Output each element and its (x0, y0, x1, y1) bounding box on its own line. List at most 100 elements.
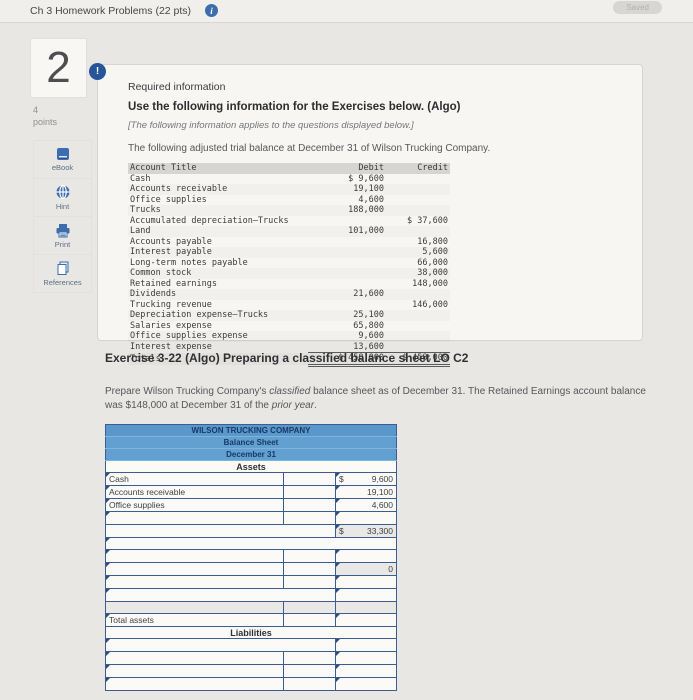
bs-middle-cell[interactable] (283, 575, 336, 589)
bs-middle-cell[interactable] (283, 511, 336, 525)
bs-amount-input-cell[interactable] (334, 588, 398, 602)
bs-amount-input-cell[interactable]: 19,100 (334, 485, 398, 499)
tb-cell-credit (386, 310, 450, 321)
bs-middle-cell[interactable] (283, 485, 336, 499)
tb-cell-account: Common stock (128, 268, 308, 279)
bs-wide-label-cell[interactable] (105, 588, 336, 602)
bs-middle-cell[interactable] (283, 498, 336, 512)
bs-amount-input-cell[interactable] (334, 664, 398, 678)
bs-middle-cell[interactable] (283, 613, 336, 627)
saved-button[interactable]: Saved (613, 1, 662, 14)
bs-amount-input-cell[interactable] (334, 549, 398, 563)
exercise-text-e: . (314, 400, 317, 411)
ebook-button[interactable]: eBook (34, 141, 91, 179)
bs-amount-input-cell[interactable]: $9,600 (334, 472, 398, 486)
bs-amount-input-cell[interactable] (334, 651, 398, 665)
required-info-note: [The following information applies to th… (128, 120, 414, 131)
bs-amount-value: 33,300 (367, 526, 394, 536)
bs-account-select-cell[interactable]: Total assets (105, 613, 284, 627)
bs-amount-input-cell[interactable]: 4,600 (334, 498, 398, 512)
trial-balance-row: Office supplies expense 9,600 (128, 331, 450, 342)
hint-button[interactable]: Hint (34, 179, 91, 217)
tb-cell-account: Accounts receivable (128, 184, 308, 195)
trial-balance-row: Accounts receivable 19,100 (128, 184, 450, 195)
bs-wide-label-cell[interactable] (105, 638, 336, 652)
tb-cell-account: Retained earnings (130, 278, 217, 289)
bs-account-select-cell[interactable] (105, 575, 284, 589)
bs-subtotal-label-cell (105, 524, 336, 538)
tb-cell-debit (308, 300, 386, 311)
exercise-title: Exercise 3-22 (Algo) Preparing a classif… (105, 351, 469, 365)
bs-middle-cell[interactable] (283, 472, 336, 486)
bs-account-select-cell[interactable] (105, 677, 284, 691)
trial-balance-row: Long-term notes payable 66,000 (128, 258, 450, 269)
tb-cell-account: Trucking revenue (130, 299, 212, 310)
balance-sheet-row: Accounts receivable 19,100 (105, 485, 398, 499)
bs-account-select-cell[interactable] (105, 562, 284, 576)
tb-cell-credit (386, 321, 450, 332)
bs-amount-input-cell[interactable] (334, 638, 398, 652)
required-info-subheading: Use the following information for the Ex… (128, 101, 461, 113)
balance-sheet-row (104, 537, 398, 550)
points-indicator: 4 points (33, 104, 57, 128)
bs-middle-cell[interactable] (283, 677, 336, 691)
bs-middle-cell[interactable] (283, 549, 336, 563)
bs-account-select-cell[interactable] (105, 549, 284, 563)
tb-cell-credit: $ 37,600 (407, 215, 448, 226)
bs-account-select-cell[interactable] (105, 651, 284, 665)
references-button[interactable]: References (34, 255, 91, 293)
bs-account-select-cell[interactable]: Accounts receivable (105, 485, 284, 499)
bs-amount-input-cell[interactable] (334, 511, 398, 525)
question-number: 2 (30, 38, 87, 98)
tb-cell-credit: 148,000 (412, 278, 448, 289)
tb-cell-debit: 25,100 (308, 310, 386, 321)
balance-sheet-row: $33,300 (105, 524, 398, 538)
tb-cell-account: Trucks (128, 205, 308, 216)
tb-cell-debit (308, 268, 386, 279)
bs-dollar-sign: $ (339, 526, 344, 536)
trial-balance-row: Salaries expense 65,800 (128, 321, 450, 332)
info-icon[interactable]: i (205, 4, 218, 17)
tb-cell-account: Salaries expense (130, 320, 212, 331)
balance-sheet-row: Total assets (105, 613, 398, 627)
tb-cell-credit (386, 331, 450, 342)
hint-icon (55, 184, 71, 200)
exercise-text-prior-year: prior year (271, 400, 315, 411)
tb-cell-debit: $ 9,600 (348, 173, 384, 184)
tb-cell-account: Accounts payable (130, 236, 212, 247)
exercise-instructions: Prepare Wilson Trucking Company's classi… (105, 385, 650, 413)
points-value: 4 (33, 105, 39, 115)
bs-account-select-cell[interactable]: Office supplies (105, 498, 284, 512)
bs-amount-input-cell[interactable] (334, 575, 398, 589)
required-info-heading: Required information (128, 81, 226, 93)
bs-amount-input-cell[interactable] (334, 613, 398, 627)
bs-amount-input-cell[interactable] (334, 677, 398, 691)
tb-cell-debit: 188,000 (308, 205, 386, 216)
balance-sheet-row (105, 651, 398, 665)
tb-header-credit: Credit (386, 163, 450, 174)
bs-middle-cell[interactable] (283, 562, 336, 576)
bs-middle-cell[interactable] (283, 664, 336, 678)
exercise-text-a: Prepare Wilson Trucking Company's (105, 386, 270, 397)
trial-balance-row: Land 101,000 (128, 226, 450, 237)
tb-cell-debit: $ 458,000 (308, 352, 386, 367)
bs-section-header: Assets (104, 460, 398, 473)
trial-balance-table: Account Title Debit Credit Cash $ 9,600 Ac… (128, 163, 450, 367)
bs-calculated-amount-cell: 0 (334, 562, 398, 576)
bs-title-cell: WILSON TRUCKING COMPANY (104, 424, 398, 437)
trial-balance-row: Retained earnings 148,000 (128, 279, 450, 290)
tb-cell-debit (308, 216, 386, 227)
trial-balance-row: Dividends 21,600 (128, 289, 450, 300)
bs-account-select-cell[interactable] (105, 664, 284, 678)
tb-cell-credit (386, 195, 450, 206)
tb-cell-debit (308, 237, 386, 248)
resource-toolbar: eBook Hint Print (33, 140, 92, 293)
bs-account-select-cell[interactable]: Cash (105, 472, 284, 486)
tb-cell-account: Long-term notes payable (130, 257, 248, 268)
exercise-text-classified: classified (269, 386, 311, 397)
print-button[interactable]: Print (34, 217, 91, 255)
bs-middle-cell[interactable] (283, 651, 336, 665)
assignment-title: Ch 3 Homework Problems (22 pts) (30, 5, 192, 17)
bs-account-select-cell[interactable] (105, 511, 284, 525)
tb-cell-debit: 21,600 (308, 289, 386, 300)
